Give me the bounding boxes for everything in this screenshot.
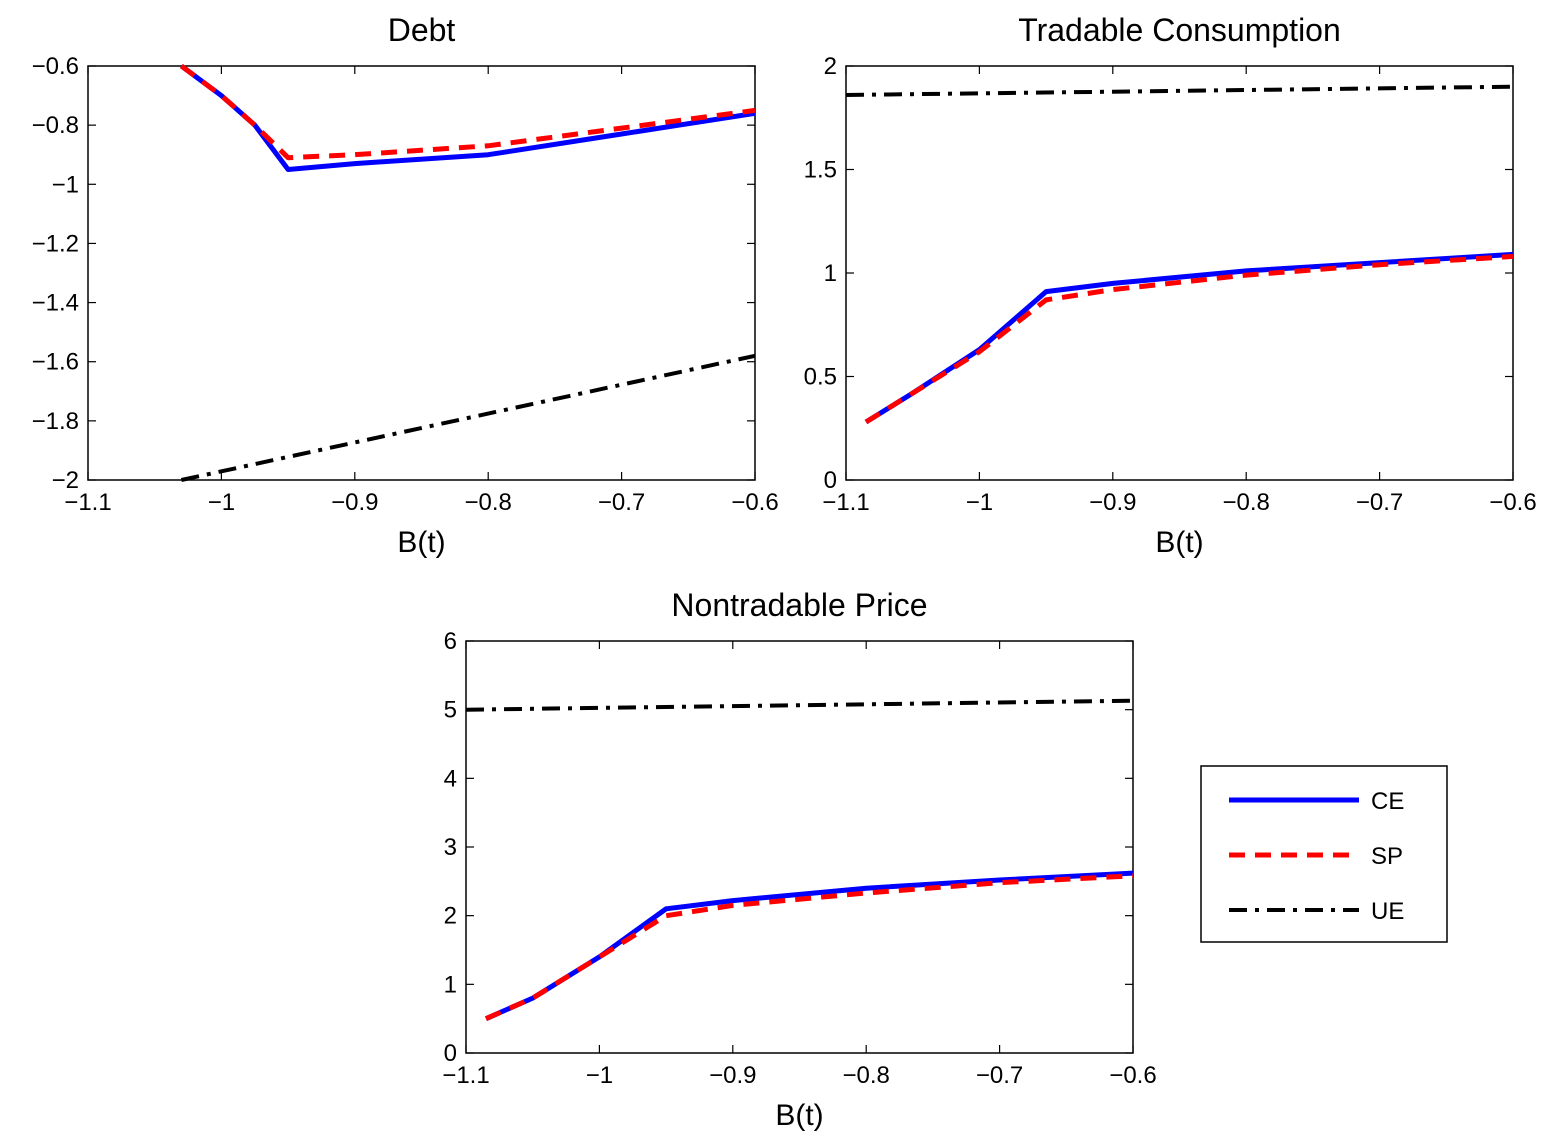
debt-series-sp-line (179, 63, 755, 161)
tradable-consumption-ytick-label: 0.5 (804, 364, 837, 391)
tradable-consumption-xtick-label: −1.1 (822, 489, 869, 516)
debt-xtick-label: −0.6 (731, 489, 778, 516)
nontradable-price-ytick-label: 5 (444, 697, 457, 724)
tradable-consumption-xtick-label: −1 (966, 489, 993, 516)
debt-ytick-label: −0.6 (32, 53, 79, 80)
tradable-consumption-xlabel: B(t) (1155, 526, 1203, 559)
nontradable-price-axes-box (465, 640, 1134, 1054)
nontradable-price-xtick-label: −0.8 (843, 1062, 890, 1089)
debt-title: Debt (388, 12, 456, 48)
legend-label-ue: UE (1371, 898, 1404, 925)
debt-xlabel: B(t) (397, 526, 445, 559)
debt-xtick-label: −0.7 (598, 489, 645, 516)
tradable-consumption-xtick-label: −0.8 (1223, 489, 1270, 516)
nontradable-price-xtick-label: −1 (586, 1062, 613, 1089)
debt-xtick-label: −0.8 (465, 489, 512, 516)
debt-ytick-label: −1.8 (32, 408, 79, 435)
debt-ytick-label: −2 (52, 467, 79, 494)
nontradable-price-xlabel: B(t) (775, 1099, 823, 1132)
nontradable-price-xtick-label: −0.9 (709, 1062, 756, 1089)
debt-xtick-label: −1.1 (64, 489, 111, 516)
nontradable-price-series-ue-line (466, 698, 1133, 712)
tradable-consumption-xtick-label: −0.6 (1489, 489, 1536, 516)
tradable-consumption-ytick-label: 0 (824, 467, 837, 494)
tradable-consumption-ytick-label: 2 (824, 53, 837, 80)
tradable-consumption-ytick-label: 1 (824, 260, 837, 287)
tradable-consumption-series-ce-line (864, 251, 1513, 425)
debt-ytick-label: −1 (52, 171, 79, 198)
debt-ytick-label: −1.2 (32, 230, 79, 257)
debt-xtick-label: −1 (208, 489, 235, 516)
nontradable-price-series-ce-line (484, 870, 1133, 1021)
nontradable-price-ytick-label: 3 (444, 834, 457, 861)
debt-axes-box (87, 65, 756, 481)
legend-label-ce: CE (1371, 788, 1404, 815)
nontradable-price-series-sp-line (484, 873, 1133, 1021)
debt-ytick-label: −0.8 (32, 112, 79, 139)
nontradable-price-ytick-label: 6 (444, 628, 457, 655)
tradable-consumption-xtick-label: −0.7 (1356, 489, 1403, 516)
tradable-consumption-axes-box (845, 65, 1514, 481)
tradable-consumption-series-ue-line (846, 84, 1513, 97)
nontradable-price-ytick-label: 4 (444, 765, 457, 792)
nontradable-price-ytick-label: 1 (444, 971, 457, 998)
debt-ytick-label: −1.6 (32, 349, 79, 376)
debt-series-ce-line (179, 63, 755, 172)
subplot-tradable-consumption: −1.1 −1 −0.9 −0.8 −0.7 −0.6 0 0.5 1 1.5 2 Tradable … (804, 12, 1537, 559)
nontradable-price-title: Nontradable Price (671, 587, 927, 623)
subplot-debt: −1.1 −1 −0.9 −0.8 −0.7 −0.6 −2 −1.8 −1.6 −1.4 −1.2… (32, 12, 779, 559)
legend: CE SP UE (1200, 765, 1448, 943)
nontradable-price-xtick-label: −1.1 (442, 1062, 489, 1089)
tradable-consumption-series-sp-line (864, 253, 1513, 425)
nontradable-price-ytick-label: 2 (444, 903, 457, 930)
tradable-consumption-ytick-label: 1.5 (804, 157, 837, 184)
debt-ytick-label: −1.4 (32, 290, 79, 317)
nontradable-price-xtick-label: −0.7 (976, 1062, 1023, 1089)
tradable-consumption-xtick-label: −0.9 (1089, 489, 1136, 516)
nontradable-price-ytick-label: 0 (444, 1040, 457, 1067)
debt-xtick-label: −0.9 (331, 489, 378, 516)
legend-label-sp: SP (1371, 843, 1403, 870)
nontradable-price-xtick-label: −0.6 (1109, 1062, 1156, 1089)
debt-series-ue-line (180, 353, 755, 482)
tradable-consumption-title: Tradable Consumption (1018, 12, 1341, 48)
subplot-nontradable-price: −1.1 −1 −0.9 −0.8 −0.7 −0.6 0 1 2 3 4 5 6 Nontradable… (442, 587, 1156, 1132)
